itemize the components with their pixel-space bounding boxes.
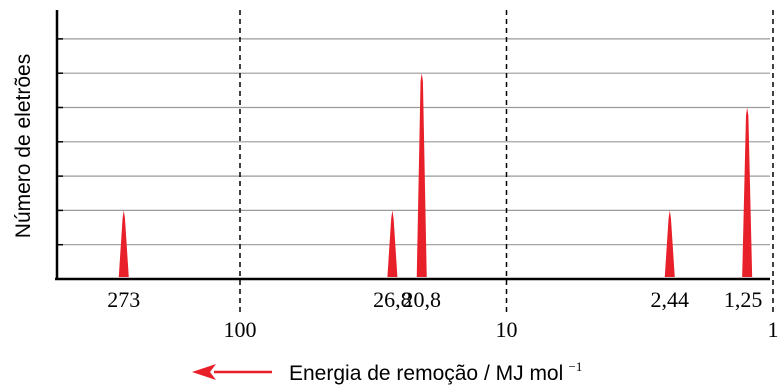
peak [416,73,427,277]
peak-label: 20,8 [402,287,441,312]
peak-label: 26,8 [373,287,412,312]
peaks [118,73,753,277]
peak [664,210,675,277]
axes [55,10,770,281]
peak-label: 2,44 [651,287,690,312]
y-tick-marks [57,38,63,246]
x-tick-label: 100 [224,317,257,342]
x-tick-label: 1 [768,317,779,342]
peak [387,210,398,277]
x-axis-label: Energia de remoção / MJ mol −1 [289,359,582,385]
horizontal-gridlines [57,38,770,246]
peak-label: 273 [107,287,140,312]
x-tick-label: 10 [496,317,518,342]
x-axis-direction-arrow [192,364,272,380]
y-axis-label: Número de eletrões [12,54,35,238]
peak-labels: 273 26,820,8 2,44 1,25 [107,287,762,312]
x-tick-labels: 100 10 1 [224,317,779,342]
peak-label: 1,25 [724,287,763,312]
x-tick-dashed-lines [239,10,774,315]
peak [742,107,753,277]
peak [118,210,129,277]
